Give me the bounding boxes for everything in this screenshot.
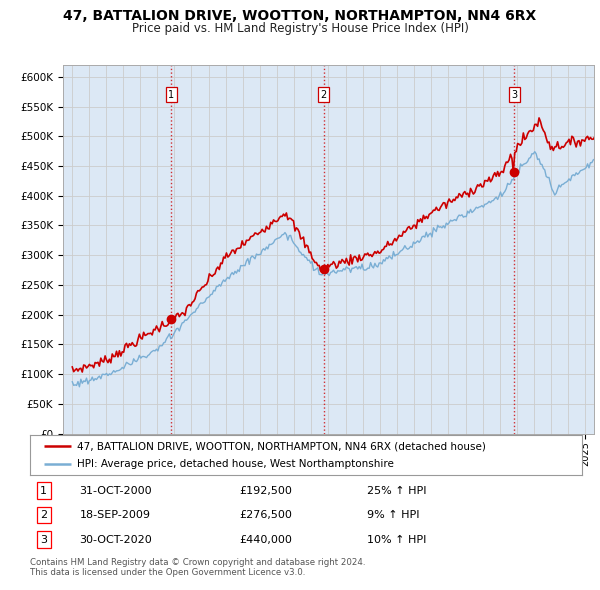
Text: 2: 2 [320,90,327,100]
Text: 31-OCT-2000: 31-OCT-2000 [80,486,152,496]
Text: 10% ↑ HPI: 10% ↑ HPI [367,535,426,545]
Text: £192,500: £192,500 [240,486,293,496]
Text: 18-SEP-2009: 18-SEP-2009 [80,510,151,520]
Text: Contains HM Land Registry data © Crown copyright and database right 2024.: Contains HM Land Registry data © Crown c… [30,558,365,566]
Text: HPI: Average price, detached house, West Northamptonshire: HPI: Average price, detached house, West… [77,458,394,468]
Text: 1: 1 [40,486,47,496]
Text: £440,000: £440,000 [240,535,293,545]
Text: 3: 3 [511,90,517,100]
Text: This data is licensed under the Open Government Licence v3.0.: This data is licensed under the Open Gov… [30,568,305,577]
Text: 47, BATTALION DRIVE, WOOTTON, NORTHAMPTON, NN4 6RX (detached house): 47, BATTALION DRIVE, WOOTTON, NORTHAMPTO… [77,441,486,451]
Text: 30-OCT-2020: 30-OCT-2020 [80,535,152,545]
Text: 25% ↑ HPI: 25% ↑ HPI [367,486,426,496]
Text: 47, BATTALION DRIVE, WOOTTON, NORTHAMPTON, NN4 6RX: 47, BATTALION DRIVE, WOOTTON, NORTHAMPTO… [64,9,536,23]
Text: 1: 1 [169,90,175,100]
Text: 3: 3 [40,535,47,545]
Text: £276,500: £276,500 [240,510,293,520]
Text: 2: 2 [40,510,47,520]
Text: Price paid vs. HM Land Registry's House Price Index (HPI): Price paid vs. HM Land Registry's House … [131,22,469,35]
Text: 9% ↑ HPI: 9% ↑ HPI [367,510,419,520]
